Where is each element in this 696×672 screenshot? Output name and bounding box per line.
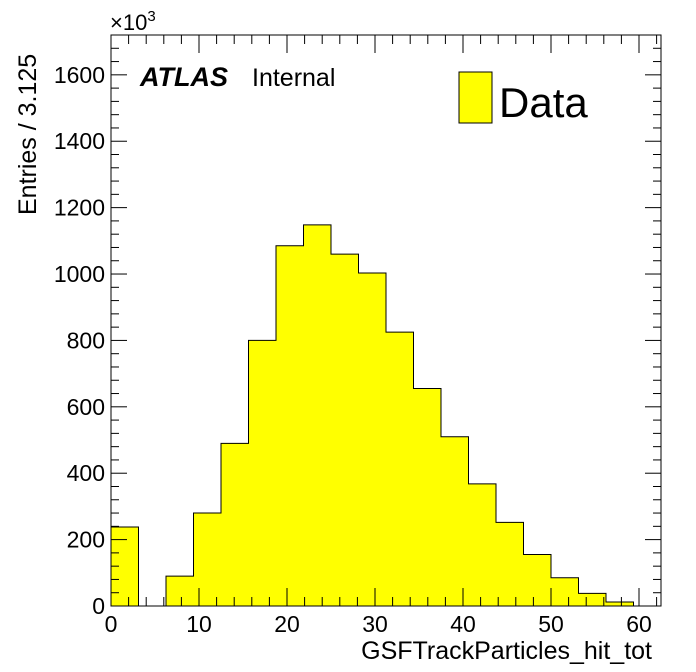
y-tick-label: 1000 xyxy=(54,261,105,287)
x-tick-label: 10 xyxy=(186,611,212,637)
x-tick-label: 20 xyxy=(274,611,300,637)
legend-label: Data xyxy=(499,79,588,126)
histogram-bar xyxy=(578,593,606,606)
y-axis-multiplier: ×103 xyxy=(110,8,156,35)
histogram-bar xyxy=(496,522,524,606)
y-tick-label: 1400 xyxy=(54,128,105,154)
histogram-bar xyxy=(193,513,221,606)
y-axis-label: Entries / 3.125 xyxy=(14,54,42,215)
histogram-bar xyxy=(441,436,469,606)
histogram-bar xyxy=(358,273,386,606)
histogram-bar xyxy=(523,554,551,606)
y-tick-label: 200 xyxy=(67,527,105,553)
histogram-bar xyxy=(248,340,276,606)
y-tick-label: 400 xyxy=(67,460,105,486)
histogram-bar xyxy=(413,388,441,606)
internal-label: Internal xyxy=(252,64,335,92)
y-axis-ticks: 0 200 400 600 800 1000 1200 1400 1600 xyxy=(54,34,661,619)
histogram-bar xyxy=(386,332,414,606)
x-tick-label: 40 xyxy=(450,611,476,637)
y-tick-label: 1600 xyxy=(54,62,105,88)
histogram-bar xyxy=(276,245,304,606)
histogram-bar xyxy=(221,443,249,606)
histogram-bar xyxy=(606,602,634,606)
histogram-outline xyxy=(110,224,661,607)
histogram-bar xyxy=(166,576,194,606)
y-tick-label: 800 xyxy=(67,327,105,353)
y-tick-label: 600 xyxy=(67,394,105,420)
x-axis-ticks: 0 10 20 30 40 50 60 xyxy=(105,35,658,637)
x-tick-label: 30 xyxy=(362,611,388,637)
histogram-bar xyxy=(468,483,496,606)
histogram-bar xyxy=(551,577,579,606)
y-tick-label: 1200 xyxy=(54,195,105,221)
x-tick-label: 50 xyxy=(538,611,564,637)
x-axis-label: GSFTrackParticles_hit_tot xyxy=(361,637,652,665)
atlas-label: ATLAS xyxy=(139,62,228,92)
histogram-bars xyxy=(110,224,661,607)
legend-swatch xyxy=(458,71,493,124)
histogram-bar xyxy=(303,224,331,607)
y-tick-label: 0 xyxy=(92,593,105,619)
histogram-bar xyxy=(331,254,359,606)
x-tick-label: 60 xyxy=(626,611,652,637)
x-tick-label: 0 xyxy=(105,611,118,637)
plot-frame xyxy=(110,34,662,607)
